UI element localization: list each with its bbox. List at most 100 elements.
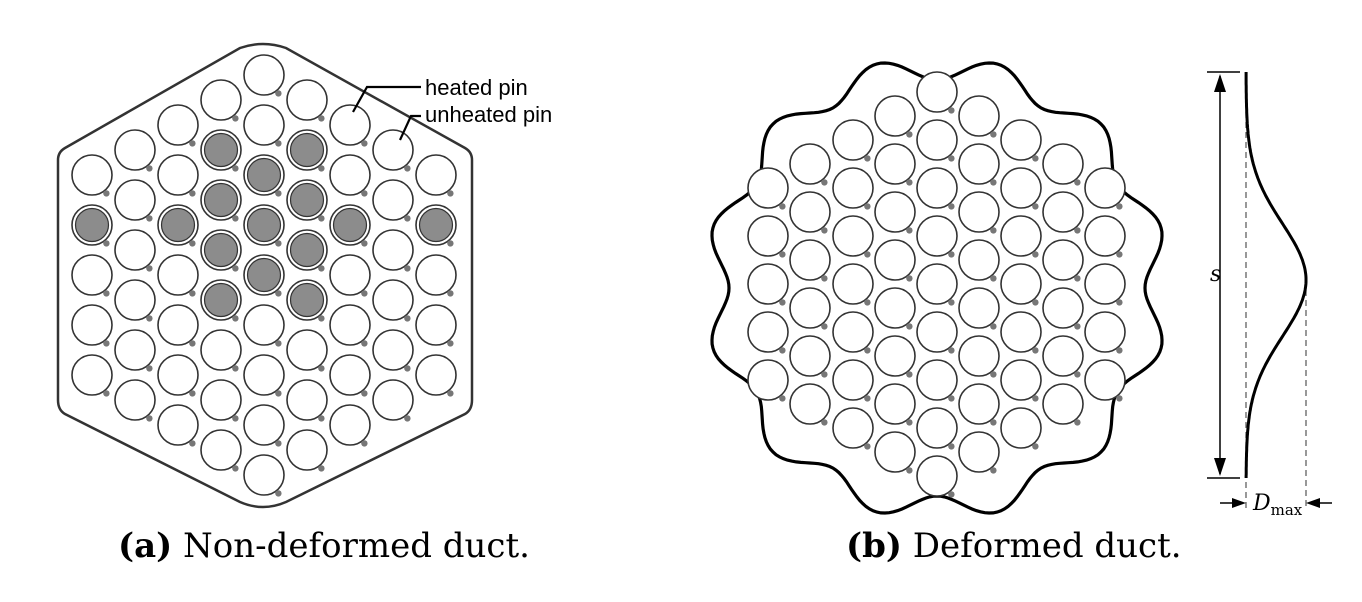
wire-wrap	[318, 215, 325, 222]
pin-cladding	[372, 329, 414, 371]
pin-cladding	[874, 431, 916, 473]
pin-cladding	[286, 329, 328, 371]
unheated-pin	[372, 229, 414, 272]
wire-wrap	[821, 179, 828, 186]
unheated-pin	[1042, 191, 1084, 234]
unheated-pin	[1000, 359, 1042, 402]
wire-wrap	[318, 465, 325, 472]
heated-pin	[200, 279, 242, 322]
heated-pin	[286, 229, 328, 272]
wire-wrap	[189, 440, 196, 447]
unheated-pin	[958, 335, 1000, 378]
wire-wrap	[1074, 371, 1081, 378]
heated-pin	[243, 204, 285, 247]
pin-cladding	[958, 191, 1000, 233]
heated-pin	[200, 179, 242, 222]
pin-cladding	[71, 354, 113, 396]
wire-wrap	[990, 179, 997, 186]
wire-wrap	[189, 240, 196, 247]
wire-wrap	[232, 115, 239, 122]
pin-cladding	[916, 263, 958, 305]
wire-wrap	[232, 465, 239, 472]
unheated-pin	[874, 239, 916, 282]
unheated-pin	[916, 311, 958, 354]
unheated-pin	[916, 455, 958, 498]
wire-wrap	[948, 155, 955, 162]
caption-a-letter: (a)	[118, 526, 173, 566]
unheated-pin	[1042, 143, 1084, 186]
wire-wrap	[275, 390, 282, 397]
pin-cladding	[958, 239, 1000, 281]
wire-wrap	[906, 131, 913, 138]
unheated-pin	[958, 431, 1000, 474]
unheated-pin	[1084, 311, 1126, 354]
panel-a: heated pin unheated pin	[56, 42, 552, 509]
pin-cladding	[200, 79, 242, 121]
unheated-pin	[372, 329, 414, 372]
unheated-pin	[157, 404, 199, 447]
wire-wrap	[447, 190, 454, 197]
wire-wrap	[232, 165, 239, 172]
wire-wrap	[990, 275, 997, 282]
wire-wrap	[990, 419, 997, 426]
pin-cladding	[789, 287, 831, 329]
heated-pin	[243, 154, 285, 197]
wire-wrap	[318, 165, 325, 172]
pin-cladding	[789, 383, 831, 425]
pin-cladding	[874, 335, 916, 377]
pin-cladding	[832, 119, 874, 161]
unheated-pin-leader	[399, 114, 421, 141]
wire-wrap	[779, 395, 786, 402]
unheated-pin	[200, 79, 242, 122]
pin-cladding	[243, 304, 285, 346]
unheated-pin	[789, 191, 831, 234]
wire-wrap	[146, 165, 153, 172]
pin-cladding	[372, 279, 414, 321]
wire-wrap	[404, 215, 411, 222]
unheated-pin	[874, 143, 916, 186]
pin-cladding	[157, 104, 199, 146]
heated-pin	[157, 204, 199, 247]
unheated-pin	[916, 359, 958, 402]
wire-wrap	[1074, 323, 1081, 330]
wire-wrap	[189, 140, 196, 147]
unheated-pin	[1000, 215, 1042, 258]
heated-pin	[71, 204, 113, 247]
heated-pin	[329, 204, 371, 247]
heated-pin	[200, 229, 242, 272]
heated-pin-fill	[289, 232, 325, 268]
pin-cladding	[874, 143, 916, 185]
unheated-pin	[157, 354, 199, 397]
pin-cladding	[874, 239, 916, 281]
wire-wrap	[1032, 251, 1039, 258]
unheated-pin	[832, 359, 874, 402]
wire-wrap	[361, 290, 368, 297]
wire-wrap	[275, 290, 282, 297]
wire-wrap	[361, 440, 368, 447]
unheated-pin	[243, 104, 285, 147]
unheated-pin	[874, 335, 916, 378]
wire-wrap	[103, 190, 110, 197]
unheated-pin	[916, 119, 958, 162]
wire-wrap	[232, 415, 239, 422]
unheated-pin	[243, 454, 285, 497]
unheated-pin	[372, 379, 414, 422]
heated-pin-fill	[203, 182, 239, 218]
heated-pin	[286, 179, 328, 222]
deformation-profile: s Dmax	[1207, 71, 1332, 519]
dim-label-s: s	[1210, 262, 1221, 287]
unheated-pin	[71, 354, 113, 397]
heated-pin-fill	[246, 207, 282, 243]
unheated-pin	[329, 254, 371, 297]
unheated-pin	[958, 239, 1000, 282]
heated-pin	[286, 279, 328, 322]
unheated-pin	[832, 311, 874, 354]
unheated-pin	[832, 263, 874, 306]
pin-cladding	[916, 119, 958, 161]
unheated-pin	[958, 191, 1000, 234]
wire-wrap	[821, 323, 828, 330]
unheated-pin	[958, 95, 1000, 138]
unheated-pin-label: unheated pin	[425, 102, 552, 127]
unheated-pin	[157, 254, 199, 297]
unheated-pin	[789, 143, 831, 186]
